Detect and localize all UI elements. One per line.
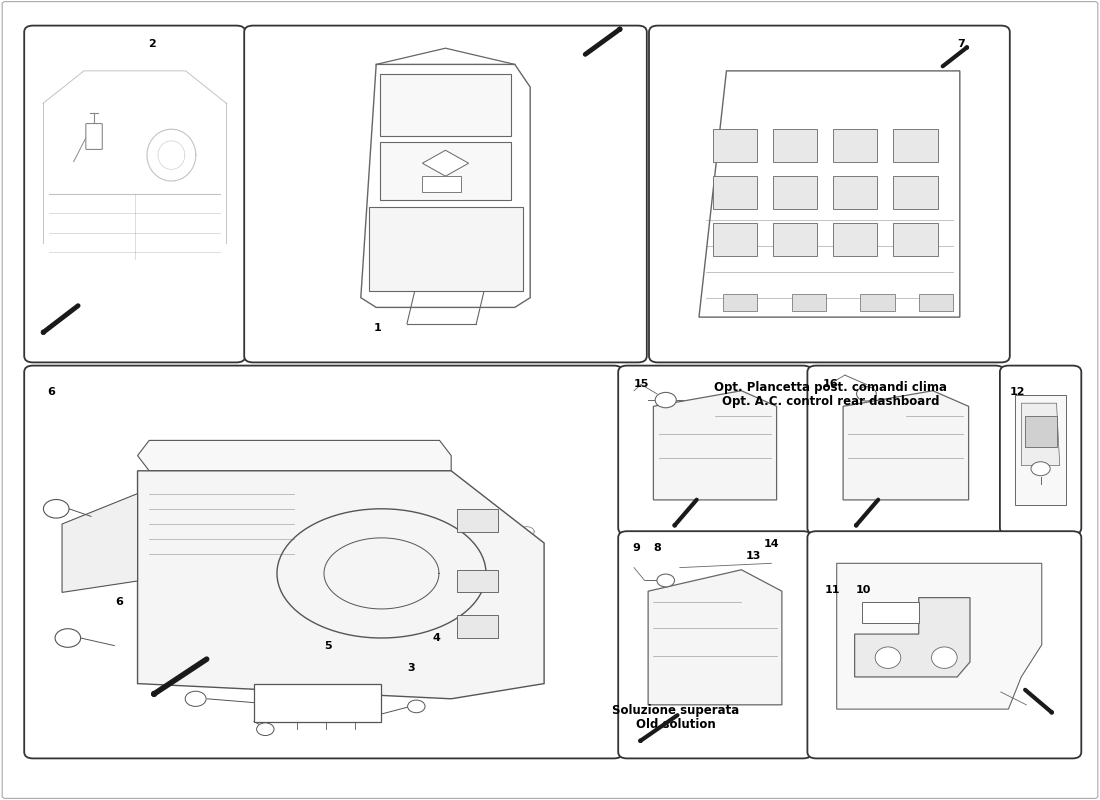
Bar — [893, 129, 937, 162]
Text: eurospares: eurospares — [667, 457, 763, 471]
Polygon shape — [361, 64, 530, 307]
Bar — [833, 129, 878, 162]
Text: 6: 6 — [116, 597, 123, 606]
Bar — [713, 129, 757, 162]
FancyBboxPatch shape — [1000, 366, 1081, 534]
FancyBboxPatch shape — [244, 26, 647, 362]
Polygon shape — [138, 470, 544, 699]
Ellipse shape — [932, 647, 957, 668]
Text: 5: 5 — [324, 641, 332, 650]
Text: Opt. Plancetta post. comandi clima: Opt. Plancetta post. comandi clima — [714, 381, 947, 394]
Circle shape — [1031, 462, 1050, 476]
Text: eurospares: eurospares — [757, 191, 871, 209]
Text: 6: 6 — [47, 387, 55, 397]
Text: 8: 8 — [653, 543, 661, 553]
Circle shape — [857, 386, 877, 401]
Polygon shape — [698, 71, 960, 317]
Circle shape — [55, 629, 80, 647]
Bar — [381, 74, 510, 136]
Circle shape — [44, 499, 69, 518]
Circle shape — [185, 691, 206, 706]
Text: 13: 13 — [746, 551, 761, 561]
Text: 7: 7 — [957, 39, 965, 49]
Text: 2: 2 — [148, 39, 156, 49]
Polygon shape — [648, 570, 782, 705]
Bar — [893, 223, 937, 255]
Bar — [422, 176, 461, 192]
Polygon shape — [1022, 403, 1059, 466]
Bar — [773, 176, 817, 209]
Text: Soluzione superata: Soluzione superata — [612, 704, 739, 717]
Bar — [792, 294, 826, 310]
Text: 4: 4 — [432, 634, 440, 643]
Text: 14: 14 — [763, 539, 779, 549]
Text: 9: 9 — [632, 543, 640, 553]
Polygon shape — [653, 390, 777, 500]
Bar — [862, 602, 918, 623]
Bar — [773, 223, 817, 255]
Text: 3: 3 — [407, 663, 415, 673]
Bar — [456, 570, 497, 592]
Text: 10: 10 — [856, 586, 871, 595]
FancyBboxPatch shape — [24, 366, 623, 758]
Polygon shape — [62, 494, 138, 592]
Bar — [713, 176, 757, 209]
Bar — [918, 294, 953, 310]
Ellipse shape — [876, 647, 901, 668]
Polygon shape — [1015, 395, 1066, 505]
Bar — [773, 129, 817, 162]
Circle shape — [657, 574, 674, 587]
Bar — [833, 223, 878, 255]
Text: 12: 12 — [1010, 387, 1025, 397]
Bar — [723, 294, 757, 310]
Circle shape — [408, 700, 425, 713]
FancyBboxPatch shape — [649, 26, 1010, 362]
Text: 15: 15 — [634, 379, 649, 389]
Bar — [456, 509, 497, 531]
Polygon shape — [855, 598, 970, 677]
Bar — [368, 207, 522, 291]
FancyBboxPatch shape — [807, 531, 1081, 758]
FancyBboxPatch shape — [618, 366, 812, 534]
Bar — [713, 223, 757, 255]
Text: eurospares: eurospares — [898, 641, 994, 655]
Polygon shape — [138, 440, 451, 470]
Bar — [893, 176, 937, 209]
FancyBboxPatch shape — [807, 366, 1004, 534]
Text: eurospares: eurospares — [220, 554, 352, 574]
Text: Opt. A.C. control rear dashboard: Opt. A.C. control rear dashboard — [722, 395, 939, 408]
Bar — [860, 294, 894, 310]
Polygon shape — [837, 563, 1042, 709]
Bar — [1025, 416, 1056, 447]
FancyBboxPatch shape — [618, 531, 812, 758]
Text: 1: 1 — [374, 323, 382, 333]
Text: Old solution: Old solution — [636, 718, 715, 731]
FancyBboxPatch shape — [24, 26, 245, 362]
Bar — [456, 615, 497, 638]
Text: 11: 11 — [825, 586, 840, 595]
Text: eurospares: eurospares — [86, 191, 200, 209]
Bar — [833, 176, 878, 209]
Circle shape — [256, 723, 274, 735]
Bar — [381, 142, 510, 201]
FancyBboxPatch shape — [86, 123, 102, 150]
Bar — [254, 683, 382, 722]
Circle shape — [656, 392, 676, 408]
Polygon shape — [843, 390, 969, 500]
Polygon shape — [422, 150, 469, 176]
Text: 16: 16 — [823, 379, 838, 389]
Text: eurospares: eurospares — [383, 191, 497, 209]
